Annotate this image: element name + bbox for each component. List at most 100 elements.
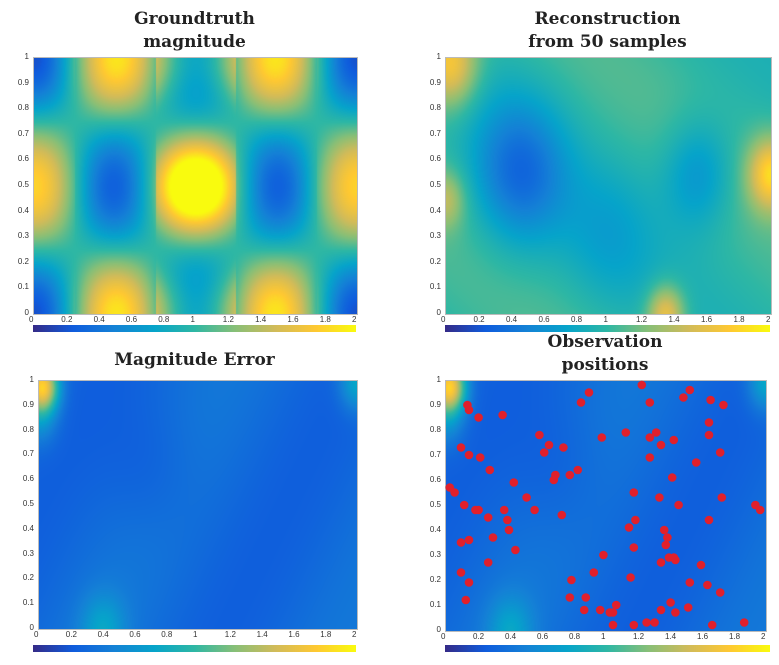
observation-point (715, 448, 725, 457)
observation-point (624, 523, 634, 532)
x-tick-label: 1.6 (288, 630, 300, 639)
heatmap-canvas (38, 380, 358, 630)
y-tick-label: 0.1 (429, 282, 441, 292)
y-tick-label: 0.9 (22, 399, 34, 409)
observation-point (504, 525, 514, 535)
y-tick-label: 0.9 (17, 77, 29, 87)
y-tick-label: 0.9 (429, 77, 441, 87)
x-tick-label: 0.4 (97, 630, 109, 639)
x-tick-label: 0.8 (161, 630, 173, 639)
observation-point (522, 493, 531, 502)
x-tick-label: 0.2 (473, 315, 485, 324)
observation-point (621, 428, 631, 437)
x-tick-label: 1.6 (287, 315, 299, 324)
y-tick-label: 0.3 (17, 231, 29, 241)
observation-point (691, 458, 701, 467)
y-tick-label: 0.8 (22, 424, 34, 434)
observation-point (671, 555, 680, 565)
observation-point (565, 593, 575, 602)
x-tick-label: 0.2 (65, 630, 77, 639)
observation-point (597, 433, 607, 442)
y-tick-label: 0.7 (429, 128, 441, 138)
observation-point (483, 513, 493, 522)
x-tick-label: 1.8 (320, 630, 332, 639)
observation-point (703, 580, 712, 590)
reconstruction-heatmap: 0 0.2 0.4 0.6 0.8 1 1.2 1.4 1.6 1.8 2 0 0.1 0.2 0.3 0.4… (430, 52, 772, 324)
observation-point (581, 593, 591, 602)
x-tick-label: 1 (603, 315, 608, 324)
observation-point (539, 448, 549, 457)
x-tick-label: 1 (601, 632, 606, 641)
y-tick-label: 0.5 (17, 180, 29, 189)
y-tick-label: 0.8 (17, 103, 29, 113)
x-tick-label: 0.2 (473, 632, 485, 641)
x-tick-label: 0.6 (538, 315, 550, 324)
x-tick-label: 0 (441, 632, 446, 641)
y-tick-label: 0.6 (17, 154, 29, 164)
y-tick-label: 1 (29, 375, 34, 384)
observation-point (488, 533, 498, 542)
x-tick-label: 1.6 (701, 315, 713, 324)
observation-point (530, 505, 539, 515)
observation-point (656, 605, 666, 615)
y-tick-label: 1 (436, 375, 441, 384)
observation-point (544, 440, 554, 450)
y-tick-label: 0.3 (429, 550, 441, 559)
observation-point (595, 605, 605, 615)
observation-point (717, 493, 727, 502)
x-tick-label: 1.2 (224, 630, 236, 639)
observation-point (573, 465, 583, 475)
y-tick-label: 0.7 (429, 450, 441, 459)
observation-point (669, 435, 679, 445)
observation-point (589, 568, 599, 577)
y-tick-label: 0.1 (22, 598, 34, 608)
y-tick-label: 0.2 (17, 256, 29, 266)
colorbar-reconstruction (445, 325, 770, 332)
observation-point (715, 588, 725, 597)
colorbar-observation (445, 645, 770, 652)
y-tick-label: 0.6 (429, 154, 441, 164)
y-tick-label: 0.4 (22, 523, 34, 533)
x-tick-label: 0 (29, 315, 34, 324)
y-tick-label: 0.2 (429, 575, 441, 584)
observation-point (671, 608, 680, 617)
observation-point (474, 505, 483, 515)
y-tick-label: 0.4 (429, 525, 441, 534)
observation-point (637, 380, 647, 390)
x-tick-label: 0.8 (571, 315, 583, 324)
y-tick-label: 0 (436, 625, 441, 634)
y-tick-label: 0 (29, 623, 34, 632)
observation-point (475, 453, 485, 462)
observation-point (461, 595, 471, 605)
observation-point (549, 475, 559, 485)
observation-point (485, 465, 495, 475)
observation-point (456, 443, 466, 452)
observation-point (674, 500, 683, 510)
y-tick-label: 0.4 (17, 205, 29, 215)
observation-point (685, 578, 695, 587)
observation-point (666, 598, 675, 607)
observation-point (464, 535, 474, 545)
x-tick-label: 1.4 (255, 315, 267, 324)
x-tick-label: 0.6 (129, 630, 141, 639)
y-tick-label: 0.6 (22, 474, 34, 484)
x-tick-label: 0.8 (158, 315, 170, 324)
observation-point (661, 540, 671, 550)
x-tick-label: 1 (190, 315, 195, 324)
observation-point (655, 493, 664, 502)
observation-point (464, 578, 474, 587)
title-error: Magnitude Error (114, 350, 275, 370)
observation-point (656, 440, 666, 450)
observation-point (565, 470, 575, 480)
observation-point (650, 618, 659, 627)
observation-point (608, 608, 618, 617)
y-tick-label: 0.1 (429, 600, 441, 609)
observation-point (584, 388, 594, 397)
observation-point (576, 398, 586, 407)
y-tick-label: 0 (436, 308, 441, 317)
observation-point (499, 505, 509, 515)
x-tick-label: 1.6 (697, 632, 709, 641)
observation-point (707, 620, 717, 630)
x-tick-label: 1.4 (668, 315, 680, 324)
observation-point (474, 413, 483, 422)
